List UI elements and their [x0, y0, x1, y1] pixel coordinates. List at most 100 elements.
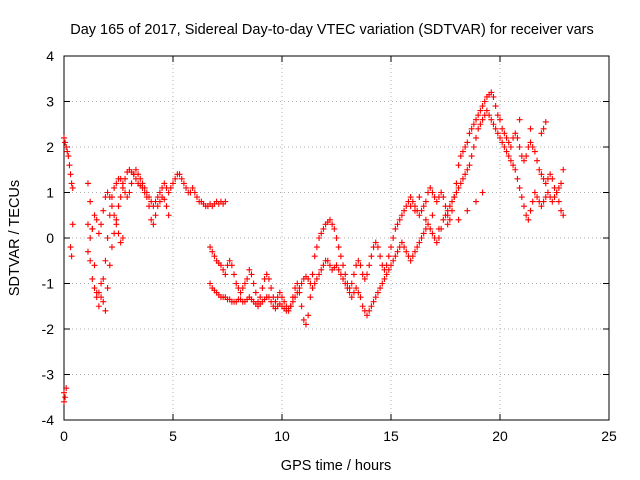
data-point	[401, 207, 408, 214]
data-point	[407, 257, 414, 264]
data-point	[316, 235, 323, 241]
data-point	[152, 212, 159, 219]
data-point	[385, 266, 392, 273]
data-point	[542, 118, 549, 125]
x-tick-label: 0	[60, 428, 68, 444]
data-point	[525, 216, 532, 223]
x-tick-label: 20	[492, 428, 508, 444]
data-point	[355, 257, 362, 264]
data-point	[411, 248, 418, 255]
data-point	[527, 139, 534, 146]
data-point	[442, 212, 449, 219]
data-point	[516, 116, 523, 123]
data-point	[340, 275, 347, 282]
data-point	[102, 257, 109, 264]
chart-title: Day 165 of 2017, Sidereal Day-to-day VTE…	[70, 22, 594, 38]
data-point	[453, 189, 460, 196]
data-point	[364, 312, 371, 319]
data-point	[211, 253, 218, 260]
data-point	[93, 216, 100, 223]
y-tick-label: 1	[46, 185, 54, 201]
data-point	[429, 189, 436, 196]
data-point	[265, 275, 272, 282]
data-point	[348, 280, 355, 287]
data-point	[403, 248, 410, 255]
data-point	[520, 157, 527, 164]
data-point	[394, 221, 401, 228]
data-point	[241, 280, 248, 287]
data-point	[117, 194, 124, 201]
data-point	[350, 271, 357, 278]
data-point	[427, 225, 434, 232]
data-point	[305, 275, 312, 282]
data-point	[348, 294, 355, 301]
data-point	[146, 203, 153, 210]
data-point	[309, 285, 316, 292]
data-point	[540, 125, 547, 132]
data-point	[392, 253, 399, 260]
data-point	[246, 266, 253, 273]
data-point	[379, 280, 386, 287]
data-markers	[61, 89, 567, 405]
data-point	[84, 180, 91, 187]
data-point	[122, 175, 129, 182]
data-point	[488, 89, 495, 96]
data-point	[333, 262, 340, 269]
data-point	[207, 244, 214, 251]
data-point	[418, 207, 425, 214]
data-point	[503, 148, 510, 155]
data-point	[252, 289, 259, 296]
x-tick-label: 5	[169, 428, 177, 444]
data-point	[477, 107, 484, 114]
data-point	[248, 271, 255, 278]
data-point	[479, 103, 486, 110]
data-point	[64, 148, 71, 155]
data-point	[193, 194, 200, 201]
data-point	[481, 98, 488, 105]
data-point	[422, 216, 429, 223]
data-point	[420, 203, 427, 210]
data-point	[549, 175, 556, 182]
data-point	[324, 257, 331, 264]
data-point	[527, 207, 534, 214]
data-point	[536, 166, 543, 173]
data-point	[364, 271, 371, 278]
data-point	[416, 212, 423, 219]
data-point	[115, 203, 122, 210]
data-point	[444, 221, 451, 228]
data-point	[183, 184, 190, 191]
data-point	[398, 212, 405, 219]
data-point	[289, 298, 296, 305]
data-point	[451, 194, 458, 201]
data-point	[100, 207, 107, 214]
data-point	[263, 271, 270, 278]
data-point	[427, 184, 434, 191]
data-point	[479, 189, 486, 196]
data-point	[63, 144, 70, 150]
data-point	[435, 235, 442, 241]
data-point	[113, 180, 120, 187]
data-point	[117, 239, 124, 246]
data-point	[91, 285, 98, 292]
data-point	[459, 175, 466, 182]
data-point	[313, 244, 320, 251]
data-point	[292, 294, 299, 301]
x-axis-label: GPS time / hours	[281, 458, 391, 474]
data-point	[287, 303, 294, 310]
data-point	[372, 239, 379, 246]
data-point	[542, 180, 549, 187]
data-point	[538, 130, 545, 137]
data-point	[104, 189, 111, 196]
data-point	[89, 275, 96, 282]
data-point	[374, 289, 381, 296]
data-point	[558, 180, 565, 187]
data-point	[106, 194, 113, 201]
data-point	[433, 239, 440, 246]
x-tick-label: 10	[274, 428, 290, 444]
data-point	[98, 280, 105, 287]
data-point	[66, 162, 73, 169]
data-point	[165, 189, 172, 196]
data-point	[518, 194, 525, 201]
data-point	[497, 116, 503, 123]
data-point	[407, 203, 414, 210]
